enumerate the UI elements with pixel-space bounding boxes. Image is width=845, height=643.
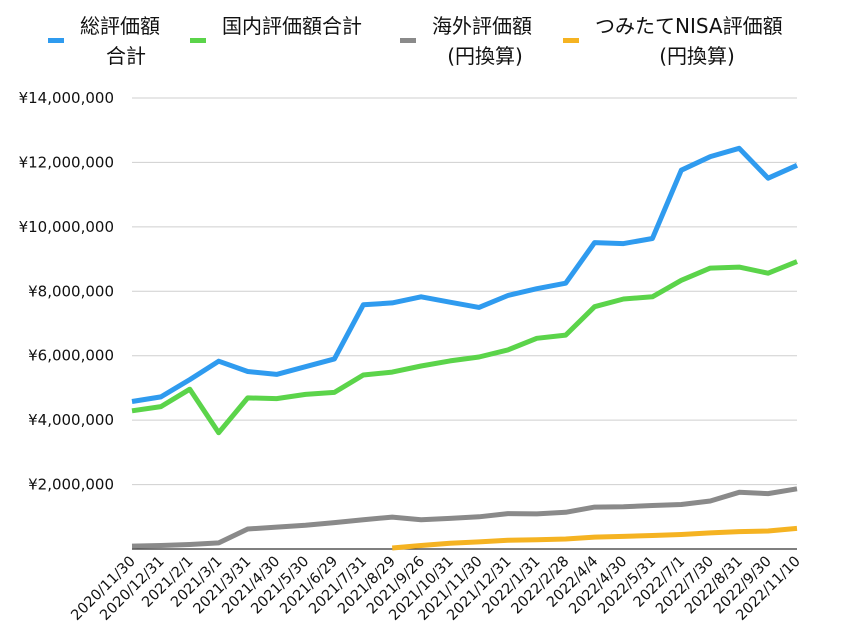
legend-label-2: (円換算)	[447, 44, 523, 68]
y-tick-label: ¥14,000,000	[19, 89, 114, 107]
gridlines	[132, 97, 797, 550]
legend-swatch-2	[400, 38, 416, 43]
series-line-2	[131, 486, 798, 549]
legend-label-0: 合計	[106, 44, 146, 68]
y-tick-label: ¥10,000,000	[19, 218, 114, 236]
series-lines	[131, 145, 799, 551]
y-tick-label: ¥4,000,000	[28, 411, 114, 429]
legend-label-3: つみたてNISA評価額	[595, 14, 783, 38]
y-tick-label: ¥6,000,000	[28, 347, 114, 365]
legend-swatch-0	[48, 38, 64, 43]
y-axis-tick-labels: ¥2,000,000 ¥4,000,000 ¥6,000,000 ¥8,000,000…	[19, 89, 114, 494]
y-tick-label: ¥2,000,000	[28, 476, 114, 494]
series-line-3	[391, 525, 798, 551]
legend-label-3: (円換算)	[659, 44, 735, 68]
y-tick-label: ¥8,000,000	[28, 282, 114, 300]
x-axis-tick-labels: 2020/11/302020/12/312021/2/12021/3/12021…	[68, 554, 803, 624]
legend-swatch-3	[563, 38, 579, 43]
y-tick-label: ¥12,000,000	[19, 153, 114, 171]
legend-label-0: 総評価額	[80, 14, 160, 38]
series-line-1	[131, 259, 798, 436]
legend-label-1: 国内評価額合計	[222, 14, 362, 38]
legend-swatch-1	[190, 38, 206, 43]
legend-label-2: 海外評価額	[432, 14, 532, 38]
series-line-0	[131, 145, 799, 404]
